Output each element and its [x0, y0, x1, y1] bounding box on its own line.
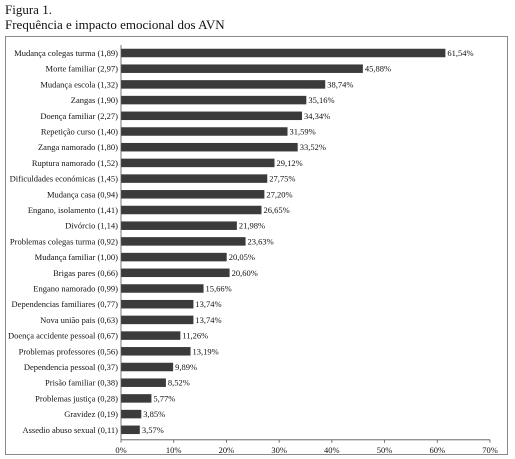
chart-frame: 0% 10% 20% 30% 40% 50% 60% 70% Mudança colegas …: [5, 36, 508, 455]
bar: [121, 174, 268, 183]
category-label: Dependencias familiares (0,77): [12, 299, 119, 309]
category-label: Ruptura namorado (1,52): [32, 158, 118, 168]
category-label: Mudança colegas turma (1,89): [14, 48, 118, 58]
category-label: Divórcio (1,14): [65, 221, 118, 231]
value-label: 5,77%: [153, 393, 175, 403]
value-label: 15,66%: [206, 284, 232, 294]
value-label: 33,52%: [300, 142, 326, 152]
category-label: Zanga namorado (1,80): [38, 142, 118, 152]
bar: [121, 425, 140, 435]
x-tick-label: 70%: [482, 445, 498, 454]
bar: [121, 190, 265, 199]
value-label: 8,52%: [168, 378, 190, 388]
bar: [121, 252, 227, 262]
category-label: Doença familiar (2,27): [40, 111, 118, 121]
value-label: 9,89%: [175, 362, 197, 372]
value-label: 13,74%: [195, 299, 221, 309]
category-label: Mudança casa (0,94): [47, 189, 118, 199]
value-label: 38,74%: [327, 79, 353, 89]
value-label: 29,12%: [277, 158, 303, 168]
x-tick-label: 50%: [377, 445, 393, 454]
category-label: Doença accidente pessoal (0,67): [8, 331, 118, 341]
value-label: 3,85%: [143, 409, 165, 419]
bar: [121, 48, 446, 58]
value-label: 34,34%: [304, 111, 330, 121]
category-label: Nova união pais (0,63): [40, 315, 118, 325]
bar: [121, 284, 204, 293]
category-label: Dependencia pessoal (0,37): [24, 362, 118, 372]
category-label: Mudança familiar (1,00): [35, 252, 118, 262]
bar-chart: 0% 10% 20% 30% 40% 50% 60% 70% Mudança colegas …: [8, 45, 498, 454]
category-label: Brigas pares (0,66): [53, 268, 118, 278]
x-tick-label: 30%: [271, 445, 287, 454]
figure-title: Frequência e impacto emocional dos AVN: [5, 17, 225, 32]
bar: [121, 268, 230, 278]
value-label: 31,59%: [290, 127, 316, 137]
category-label: Engano, isolamento (1,41): [28, 205, 118, 215]
bar: [121, 142, 298, 152]
category-label: Problemas professores (0,56): [19, 346, 119, 356]
category-label: Problemas colegas turma (0,92): [10, 236, 118, 246]
bar: [121, 158, 275, 168]
category-label: Gravidez (0,19): [64, 409, 118, 419]
bar: [121, 64, 363, 73]
category-label: Mudança escola (1,32): [40, 79, 118, 89]
value-label: 26,65%: [263, 205, 289, 215]
value-label: 13,74%: [195, 315, 221, 325]
bar: [121, 237, 246, 246]
figure-label: Figura 1.: [5, 2, 52, 17]
bar: [121, 315, 194, 325]
bar: [121, 111, 303, 121]
value-label: 13,19%: [193, 346, 219, 356]
bar: [121, 378, 166, 387]
category-label: Dificuldades económicas (1,45): [10, 174, 119, 184]
bar: [121, 409, 142, 419]
bar: [121, 221, 237, 230]
bar: [121, 95, 307, 105]
category-label: Prisão familiar (0,38): [45, 378, 118, 388]
value-labels: 61,54% 45,88% 38,74% 35,16% 34,34% 31,59% 33,5…: [142, 48, 474, 435]
value-label: 27,20%: [266, 189, 292, 199]
value-label: 21,98%: [239, 221, 265, 231]
bar: [121, 299, 194, 309]
bar: [121, 347, 191, 356]
category-labels: Mudança colegas turma (1,89) Morte famili…: [8, 48, 118, 435]
bar: [121, 362, 174, 372]
bar: [121, 127, 288, 136]
value-label: 3,57%: [142, 425, 164, 435]
x-tick-label: 20%: [219, 445, 235, 454]
value-label: 35,16%: [308, 95, 334, 105]
bars-group: [121, 48, 446, 435]
x-tick-label: 40%: [324, 445, 340, 454]
category-label: Repetição curso (1,40): [41, 127, 118, 137]
category-label: Assedio abuso sexual (0,11): [22, 425, 118, 435]
value-label: 61,54%: [447, 48, 473, 58]
category-label: Zangas (1,90): [71, 95, 118, 105]
value-label: 23,63%: [248, 236, 274, 246]
value-label: 20,60%: [232, 268, 258, 278]
x-tick-label: 0%: [115, 445, 126, 454]
category-label: Morte familiar (2,97): [46, 64, 119, 74]
value-label: 20,05%: [229, 252, 255, 262]
category-label: Engano namorado (0,99): [33, 284, 118, 294]
bar: [121, 80, 326, 89]
x-tick-label: 10%: [166, 445, 182, 454]
bar: [121, 205, 262, 215]
value-label: 27,75%: [269, 174, 295, 184]
category-label: Problemas justiça (0,28): [35, 393, 118, 403]
bar: [121, 331, 181, 340]
x-tick-label: 60%: [429, 445, 445, 454]
bar: [121, 394, 152, 403]
value-label: 45,88%: [365, 64, 391, 74]
value-label: 11,26%: [182, 331, 208, 341]
x-axis: 0% 10% 20% 30% 40% 50% 60% 70%: [115, 45, 498, 454]
